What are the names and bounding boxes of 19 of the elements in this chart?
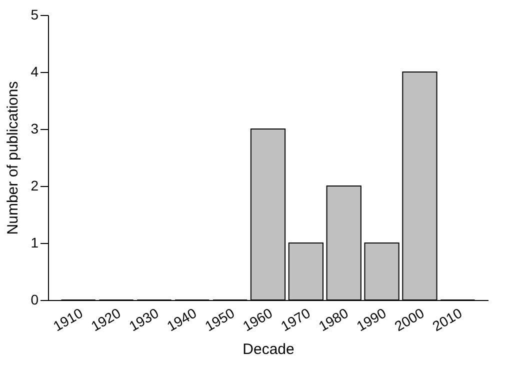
y-tick-label: 3 — [30, 120, 39, 136]
x-tick-label: 1990 — [354, 304, 389, 334]
x-tick-label: 1960 — [240, 304, 276, 334]
y-tick-label: 1 — [30, 234, 39, 250]
y-tick-label: 4 — [30, 64, 39, 80]
x-tick-label: 1930 — [126, 304, 162, 334]
x-tick-label: 1970 — [278, 304, 314, 334]
y-tick-label: 2 — [30, 178, 39, 194]
x-tick-label: 1980 — [316, 304, 352, 334]
x-tick-label: 2000 — [392, 304, 427, 334]
x-tick-label: 2010 — [430, 304, 465, 334]
x-tick-label: 1920 — [88, 304, 124, 334]
x-tick-label: 1910 — [50, 304, 86, 334]
x-axis-title: Decade — [242, 341, 294, 358]
y-tick-label: 0 — [30, 292, 39, 308]
x-tick-label: 1950 — [202, 304, 238, 334]
x-tick-label: 1940 — [164, 304, 200, 334]
y-tick-label: 5 — [30, 6, 39, 22]
y-axis-title: Number of publications — [4, 81, 22, 235]
